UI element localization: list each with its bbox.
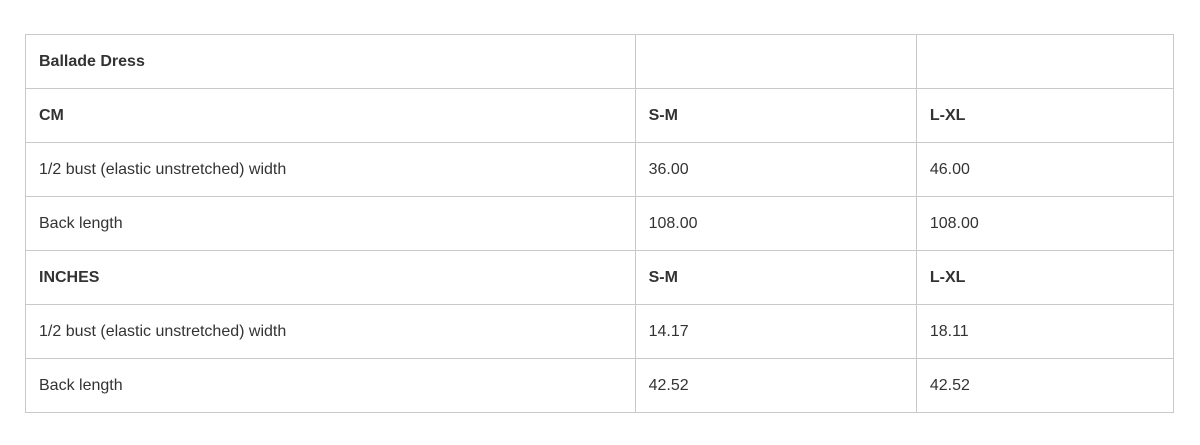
measurement-value-cell: 14.17 [634,304,917,359]
table-row-cm-header: CM S-M L-XL [25,88,1175,143]
unit-label-cell: INCHES [25,250,636,305]
measurement-value-cell: 42.52 [915,358,1175,413]
measurement-label-cell: 1/2 bust (elastic unstretched) width [25,142,636,197]
table-cell [915,34,1175,89]
table-row-inch-bust: 1/2 bust (elastic unstretched) width 14.… [25,304,1175,359]
product-title-cell: Ballade Dress [25,34,636,89]
unit-label-cell: CM [25,88,636,143]
table-row-cm-back: Back length 108.00 108.00 [25,196,1175,251]
size-label-cell: S-M [634,250,917,305]
measurement-label-cell: 1/2 bust (elastic unstretched) width [25,304,636,359]
measurement-value-cell: 18.11 [915,304,1175,359]
measurement-value-cell: 108.00 [915,196,1175,251]
measurement-label-cell: Back length [25,358,636,413]
measurement-label-cell: Back length [25,196,636,251]
measurement-value-cell: 46.00 [915,142,1175,197]
table-row-inches-header: INCHES S-M L-XL [25,250,1175,305]
measurement-value-cell: 36.00 [634,142,917,197]
table-row-inch-back: Back length 42.52 42.52 [25,358,1175,413]
measurement-value-cell: 42.52 [634,358,917,413]
size-label-cell: L-XL [915,250,1175,305]
table-cell [634,34,917,89]
size-label-cell: L-XL [915,88,1175,143]
measurement-value-cell: 108.00 [634,196,917,251]
table-row-title: Ballade Dress [25,34,1175,89]
table-row-cm-bust: 1/2 bust (elastic unstretched) width 36.… [25,142,1175,197]
size-label-cell: S-M [634,88,917,143]
size-chart-table: Ballade Dress CM S-M L-XL 1/2 bust (elas… [25,34,1175,413]
